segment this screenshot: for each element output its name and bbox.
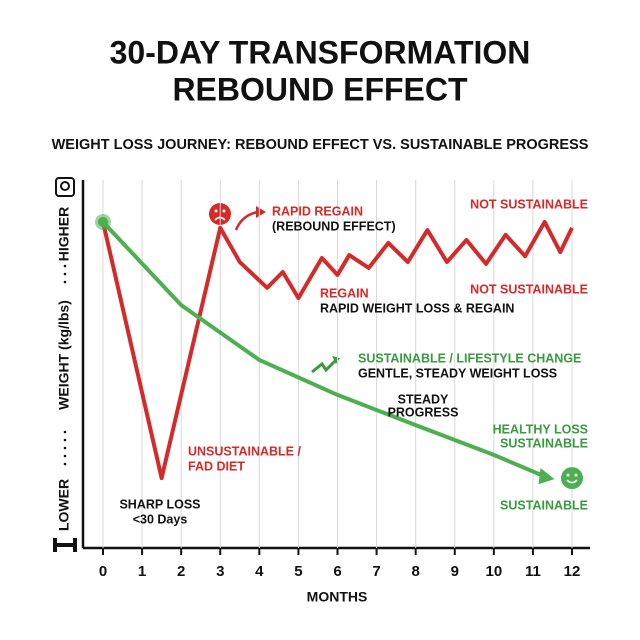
annotation: RAPID WEIGHT LOSS & REGAIN <box>320 301 514 315</box>
annotation: UNSUSTAINABLE / <box>188 444 301 458</box>
annotation: PROGRESS <box>388 405 459 419</box>
chart-subtitle: WEIGHT LOSS JOURNEY: REBOUND EFFECT VS. … <box>52 137 589 153</box>
y-axis-label: LOWER WEIGHT (kg/lbs) HIGHER <box>56 207 72 531</box>
x-tick-label: 3 <box>216 563 224 580</box>
x-tick-label: 5 <box>294 563 302 580</box>
annotation: HEALTHY LOSS <box>493 422 588 436</box>
smiley-mouth <box>566 479 578 484</box>
y-label-low: LOWER <box>56 479 72 531</box>
smiley-eye <box>566 473 570 477</box>
trend-icon <box>311 358 338 374</box>
annotation: NOT SUSTAINABLE <box>470 282 588 296</box>
x-tick-label: 2 <box>177 563 185 580</box>
annotation: SUSTAINABLE / LIFESTYLE CHANGE <box>358 351 581 365</box>
annotation: NOT SUSTAINABLE <box>470 197 588 211</box>
x-tick-label: 6 <box>333 563 341 580</box>
scale-icon <box>55 177 75 197</box>
arrow-head <box>538 468 555 485</box>
x-tick-label: 9 <box>451 563 459 580</box>
dots <box>63 264 67 466</box>
x-tick-label: 1 <box>138 563 146 580</box>
annotation: <30 Days <box>133 512 188 526</box>
annotation: SUSTAINABLE <box>500 498 588 512</box>
dumbbell-icon <box>53 538 77 552</box>
x-tick-label: 10 <box>485 563 502 580</box>
smiley <box>561 467 583 490</box>
x-axis-label: MONTHS <box>307 589 368 605</box>
sad-icon <box>209 203 266 231</box>
annotation: STEADY <box>398 392 449 406</box>
y-label-high: HIGHER <box>56 207 72 261</box>
chart-title: 30-DAY TRANSFORMATION <box>110 34 531 70</box>
start-dot-core <box>98 216 108 227</box>
line-series <box>101 220 550 480</box>
annotation: RAPID REGAIN <box>272 204 363 218</box>
x-tick-label: 4 <box>255 563 264 580</box>
annotation: (REBOUND EFFECT) <box>272 219 396 233</box>
annotation: SHARP LOSS <box>119 497 200 511</box>
annotation: REGAIN <box>320 286 369 300</box>
x-tick-label: 8 <box>411 563 419 580</box>
line-series <box>101 219 574 481</box>
annotation: GENTLE, STEADY WEIGHT LOSS <box>358 366 557 380</box>
chart-title: REBOUND EFFECT <box>172 71 468 107</box>
smiley-eye <box>574 473 578 477</box>
x-tick-label: 7 <box>372 563 380 580</box>
annotation: FAD DIET <box>188 459 245 473</box>
annotation: SUSTAINABLE <box>500 436 588 450</box>
y-label-main: WEIGHT (kg/lbs) <box>56 300 72 410</box>
x-tick-label: 12 <box>564 563 581 580</box>
x-tick-label: 11 <box>525 563 541 580</box>
x-tick-label: 0 <box>99 563 107 580</box>
